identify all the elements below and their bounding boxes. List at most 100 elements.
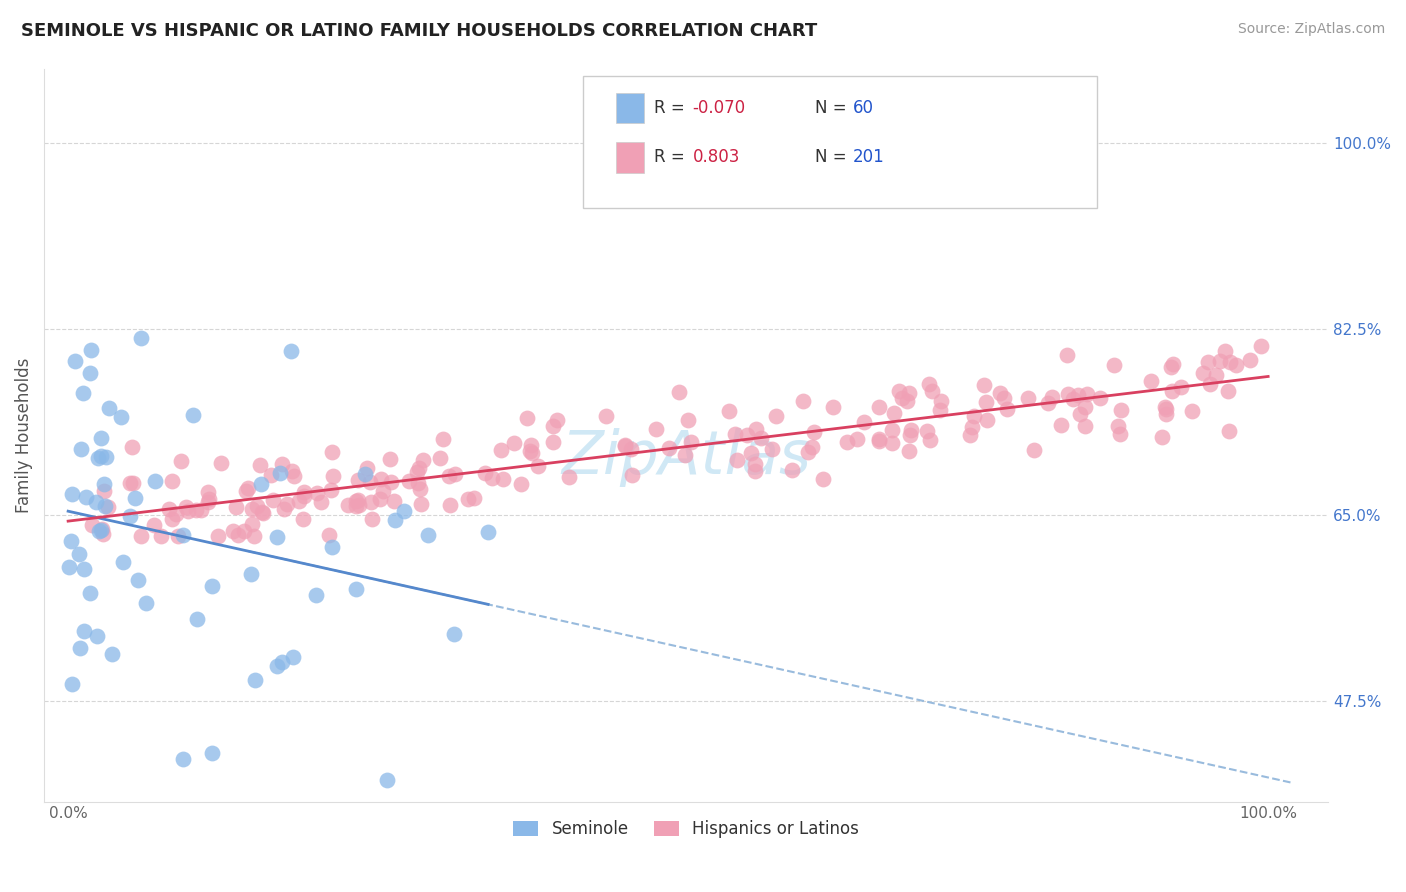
FancyBboxPatch shape <box>583 76 1097 208</box>
Point <box>370 472 392 486</box>
Point <box>1213 344 1236 359</box>
Point <box>749 431 772 445</box>
FancyBboxPatch shape <box>616 142 644 173</box>
Point <box>1154 407 1177 421</box>
Point <box>744 458 766 472</box>
Point <box>72 561 94 575</box>
Point <box>405 465 427 479</box>
Point <box>887 384 910 399</box>
Point <box>60 534 83 549</box>
Point <box>249 458 271 472</box>
Point <box>96 450 118 464</box>
Point <box>519 444 541 458</box>
Point <box>174 500 197 514</box>
Point <box>172 528 194 542</box>
Point <box>1024 442 1046 457</box>
Point <box>201 579 224 593</box>
Point <box>1017 391 1039 405</box>
Point <box>347 498 370 512</box>
Point <box>190 502 212 516</box>
Text: N =: N = <box>814 99 852 117</box>
Point <box>276 497 298 511</box>
Text: R =: R = <box>654 99 690 117</box>
Point <box>266 658 288 673</box>
Point <box>79 585 101 599</box>
Point <box>145 474 167 488</box>
Point <box>883 406 905 420</box>
Point <box>225 500 247 514</box>
Point <box>1074 418 1097 433</box>
Point <box>1050 418 1073 433</box>
Point <box>1088 392 1111 406</box>
Point <box>1170 379 1192 393</box>
Point <box>246 499 269 513</box>
Point <box>292 485 315 500</box>
Point <box>384 513 406 527</box>
Point <box>235 483 257 498</box>
Point <box>1225 358 1247 372</box>
Point <box>170 454 193 468</box>
Point <box>93 477 115 491</box>
Point <box>172 752 194 766</box>
Point <box>520 446 543 460</box>
Point <box>918 376 941 391</box>
Point <box>896 394 918 409</box>
Point <box>207 529 229 543</box>
Point <box>269 466 291 480</box>
Point <box>287 493 309 508</box>
Point <box>409 482 432 496</box>
Point <box>744 464 766 478</box>
Point <box>135 596 157 610</box>
Point <box>93 483 115 498</box>
Point <box>87 450 110 465</box>
Point <box>252 505 274 519</box>
Point <box>118 475 141 490</box>
Point <box>1250 339 1272 353</box>
Point <box>1192 366 1215 380</box>
Point <box>359 475 381 490</box>
Point <box>1154 402 1177 417</box>
Point <box>160 474 183 488</box>
Point <box>918 433 941 447</box>
Point <box>959 428 981 442</box>
Point <box>97 500 120 515</box>
Point <box>149 529 172 543</box>
Point <box>91 527 114 541</box>
Point <box>222 524 245 538</box>
Point <box>412 453 434 467</box>
Point <box>242 501 264 516</box>
Point <box>1209 353 1232 368</box>
Point <box>360 495 382 509</box>
Point <box>226 528 249 542</box>
Point <box>457 491 479 506</box>
Point <box>443 467 465 481</box>
Point <box>676 413 699 427</box>
Point <box>347 473 370 487</box>
Point <box>1239 352 1261 367</box>
Point <box>184 502 207 516</box>
Point <box>259 467 281 482</box>
Point <box>266 530 288 544</box>
Point <box>353 467 375 482</box>
Point <box>273 502 295 516</box>
Point <box>1152 429 1174 443</box>
Point <box>668 385 690 400</box>
Point <box>614 439 637 453</box>
Point <box>67 548 90 562</box>
Point <box>740 446 762 460</box>
Text: Source: ZipAtlas.com: Source: ZipAtlas.com <box>1237 22 1385 37</box>
Point <box>378 452 401 467</box>
Point <box>868 434 890 449</box>
Point <box>392 504 415 518</box>
Point <box>280 465 302 479</box>
Point <box>443 627 465 641</box>
Point <box>101 648 124 662</box>
Point <box>177 504 200 518</box>
Point <box>974 394 997 409</box>
Point <box>868 401 890 415</box>
Point <box>344 493 367 508</box>
Point <box>240 517 263 532</box>
Point <box>232 524 254 539</box>
Point <box>1067 387 1090 401</box>
Text: 201: 201 <box>853 148 884 166</box>
